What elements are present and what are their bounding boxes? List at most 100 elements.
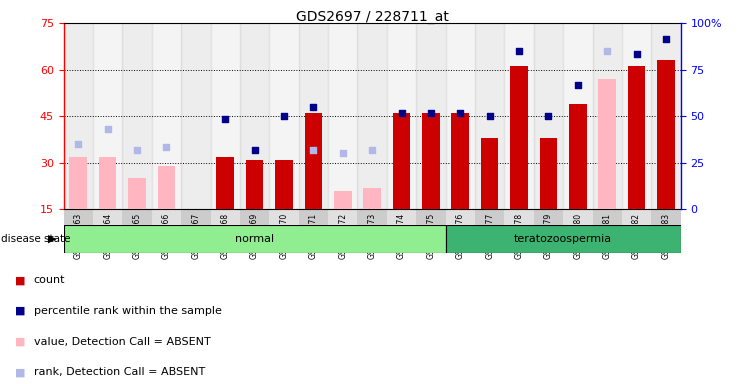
Text: GSM158463: GSM158463 (74, 212, 83, 259)
Bar (328, 209, 358, 250)
Text: percentile rank within the sample: percentile rank within the sample (34, 306, 221, 316)
Text: normal: normal (235, 234, 275, 244)
Text: GSM158481: GSM158481 (603, 212, 612, 258)
Text: GSM158464: GSM158464 (103, 212, 112, 259)
Point (307, 104, 319, 110)
Text: rank, Detection Call = ABSENT: rank, Detection Call = ABSENT (34, 367, 205, 377)
Bar (534, 209, 563, 250)
Bar (269, 23, 298, 209)
Text: GSM158482: GSM158482 (632, 212, 641, 258)
Bar (246, 160, 263, 209)
Point (307, 147, 319, 153)
Point (542, 113, 554, 119)
Text: teratozoospermia: teratozoospermia (514, 234, 612, 244)
Text: ■: ■ (15, 275, 25, 285)
Bar (210, 23, 240, 209)
Text: ■: ■ (15, 306, 25, 316)
Bar (123, 209, 152, 250)
Point (425, 110, 437, 116)
Point (396, 110, 408, 116)
Text: GSM158477: GSM158477 (485, 212, 494, 259)
Bar (416, 209, 446, 250)
Point (660, 35, 672, 41)
Point (513, 48, 525, 54)
Bar (563, 209, 592, 250)
Text: GSM158473: GSM158473 (367, 212, 377, 259)
Text: GSM158474: GSM158474 (397, 212, 406, 259)
Text: count: count (34, 275, 65, 285)
Point (631, 51, 643, 57)
Text: ■: ■ (15, 367, 25, 377)
Bar (652, 23, 681, 209)
Bar (358, 209, 387, 250)
Bar (539, 138, 557, 209)
Text: GSM158471: GSM158471 (309, 212, 318, 259)
Bar (393, 113, 411, 209)
Bar (534, 23, 563, 209)
Bar (181, 209, 210, 250)
Text: GSM158478: GSM158478 (515, 212, 524, 259)
Point (102, 126, 114, 132)
Text: GSM158467: GSM158467 (191, 212, 200, 259)
Point (73, 141, 85, 147)
Text: GSM158480: GSM158480 (573, 212, 583, 259)
Point (484, 113, 496, 119)
Bar (298, 209, 328, 250)
Bar (240, 23, 269, 209)
Bar (158, 166, 175, 209)
Bar (387, 23, 416, 209)
Bar (358, 23, 387, 209)
Bar (422, 113, 440, 209)
Bar (452, 113, 469, 209)
Bar (99, 157, 117, 209)
Bar (70, 157, 87, 209)
Bar (181, 23, 210, 209)
Text: GSM158470: GSM158470 (280, 212, 289, 259)
Text: ■: ■ (15, 337, 25, 347)
Bar (563, 23, 592, 209)
Point (601, 48, 613, 54)
Bar (569, 104, 586, 209)
Bar (657, 60, 675, 209)
Bar (304, 113, 322, 209)
Bar (93, 23, 123, 209)
Point (454, 110, 466, 116)
Bar (210, 209, 240, 250)
Bar (298, 23, 328, 209)
Bar (652, 209, 681, 250)
Point (571, 82, 583, 88)
Bar (510, 66, 528, 209)
Point (337, 151, 349, 157)
Text: GSM158468: GSM158468 (221, 212, 230, 259)
Bar (64, 209, 93, 250)
Text: GSM158466: GSM158466 (162, 212, 171, 259)
Bar (152, 209, 181, 250)
Text: GSM158479: GSM158479 (544, 212, 553, 259)
Bar (628, 66, 646, 209)
Bar (446, 23, 475, 209)
Bar (364, 187, 381, 209)
Bar (275, 160, 292, 209)
Bar (240, 209, 269, 250)
Text: GSM158483: GSM158483 (661, 212, 670, 259)
Point (366, 147, 378, 153)
Bar (152, 23, 181, 209)
Text: GDS2697 / 228711_at: GDS2697 / 228711_at (295, 10, 449, 23)
Bar (93, 209, 123, 250)
Bar (598, 79, 616, 209)
Bar (475, 23, 504, 209)
Text: value, Detection Call = ABSENT: value, Detection Call = ABSENT (34, 337, 210, 347)
Bar (334, 191, 352, 209)
Bar (328, 23, 358, 209)
Text: GSM158475: GSM158475 (426, 212, 435, 259)
Bar (592, 209, 622, 250)
Bar (504, 209, 534, 250)
Point (219, 116, 231, 122)
Text: disease state: disease state (1, 234, 70, 244)
Bar (622, 23, 652, 209)
Bar (269, 209, 298, 250)
Text: GSM158472: GSM158472 (338, 212, 347, 259)
Bar (481, 138, 498, 209)
Bar (504, 23, 534, 209)
Text: ▶: ▶ (48, 234, 56, 244)
